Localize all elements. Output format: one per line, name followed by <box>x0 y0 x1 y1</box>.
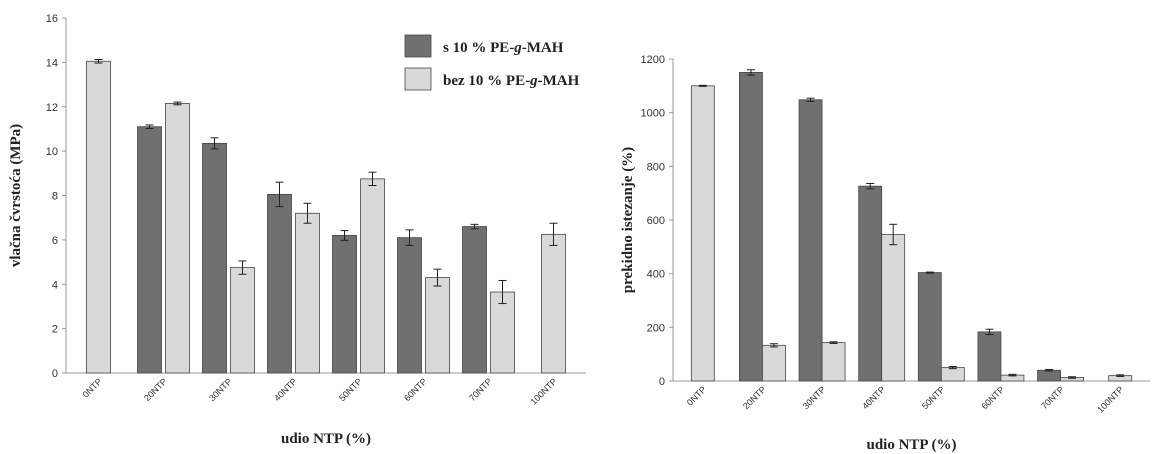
bar-without-pe-g-mah <box>165 103 190 374</box>
bar-without-pe-g-mah <box>295 212 320 374</box>
y-tick-label: 800 <box>647 161 665 173</box>
bar-without-pe-g-mah <box>425 277 450 374</box>
y-tick-label: 2 <box>52 324 58 336</box>
y-tick-label: 12 <box>46 102 58 114</box>
x-tick-label: 20NTP <box>142 376 169 403</box>
legend-label-without-pe-g-mah: bez 10 % PE-g-MAH <box>443 73 580 89</box>
bar-with-pe-g-mah <box>798 99 823 382</box>
bar-without-pe-g-mah <box>821 342 846 382</box>
bar-with-pe-g-mah <box>1037 369 1061 382</box>
y-tick-label: 16 <box>46 13 58 25</box>
x-tick-label: 0NTP <box>81 376 104 399</box>
tensile-strength-chart: 0 2 4 6 8 10 12 14 16 0NTP 20NTP 30NTP 40NTP 50NTP 60N… <box>8 13 586 447</box>
y-tick-label: 14 <box>46 57 58 69</box>
bar-with-pe-g-mah <box>462 226 487 374</box>
bar-with-pe-g-mah <box>858 185 883 382</box>
y-tick-label: 1000 <box>641 108 665 120</box>
x-tick-label: 60NTP <box>402 376 429 403</box>
x-tick-label: 50NTP <box>920 384 947 411</box>
bar-with-pe-g-mah <box>332 235 357 374</box>
bar-without-pe-g-mah <box>490 291 515 374</box>
bar-with-pe-g-mah <box>267 193 292 374</box>
bar-without-pe-g-mah <box>230 267 255 374</box>
bar-with-pe-g-mah <box>137 126 162 374</box>
x-tick-label: 0NTP <box>685 384 708 407</box>
legend-swatch-without-pe-g-mah <box>404 67 432 91</box>
y-axis-title: prekidno istezanje (%) <box>620 147 636 293</box>
x-tick-label: 20NTP <box>741 384 768 411</box>
y-tick-label: 600 <box>647 215 665 227</box>
x-tick-label: 100NTP <box>1095 384 1125 414</box>
legend: s 10 % PE-g-MAH bez 10 % PE-g-MAH <box>404 34 580 91</box>
x-tick-label: 50NTP <box>337 376 364 403</box>
bar-without-pe-g-mah <box>541 233 566 374</box>
bar-without-pe-g-mah <box>690 85 715 382</box>
elongation-at-break-chart: 0 200 400 600 800 1000 1200 0NTP 20NTP 30NTP 40NTP… <box>620 54 1150 453</box>
x-tick-label: 60NTP <box>979 384 1006 411</box>
bar-with-pe-g-mah <box>397 237 422 374</box>
x-axis-title: udio NTP (%) <box>866 437 956 453</box>
y-tick-label: 0 <box>659 376 665 388</box>
y-tick-label: 8 <box>52 191 58 203</box>
x-tick-label: 40NTP <box>860 384 887 411</box>
x-tick-label: 70NTP <box>467 376 494 403</box>
legend-swatch-with-pe-g-mah <box>404 34 432 58</box>
x-tick-label: 30NTP <box>801 384 828 411</box>
y-tick-label: 1200 <box>641 54 665 66</box>
y-tick-label: 200 <box>647 322 665 334</box>
legend-label-with-pe-g-mah: s 10 % PE-g-MAH <box>443 40 564 56</box>
y-tick-label: 0 <box>52 368 58 380</box>
bar-with-pe-g-mah <box>977 331 1002 382</box>
bar-with-pe-g-mah <box>202 142 227 374</box>
bar-without-pe-g-mah <box>360 178 385 374</box>
y-axis-title: vlačna čvrstoća (MPa) <box>8 124 24 267</box>
bar-with-pe-g-mah <box>917 272 942 382</box>
bar-with-pe-g-mah <box>739 72 763 382</box>
x-tick-label: 70NTP <box>1039 384 1066 411</box>
bar-without-pe-g-mah <box>940 367 965 382</box>
x-tick-label: 100NTP <box>528 376 558 406</box>
bar-without-pe-g-mah <box>881 234 906 382</box>
x-axis-title: udio NTP (%) <box>281 431 371 447</box>
bar-without-pe-g-mah <box>762 344 786 382</box>
y-tick-label: 4 <box>52 279 58 291</box>
bar-without-pe-g-mah <box>86 60 111 374</box>
y-tick-label: 400 <box>647 269 665 281</box>
x-tick-label: 30NTP <box>207 376 234 403</box>
x-tick-label: 40NTP <box>272 376 299 403</box>
y-tick-label: 10 <box>46 146 58 158</box>
y-tick-label: 6 <box>52 235 58 247</box>
